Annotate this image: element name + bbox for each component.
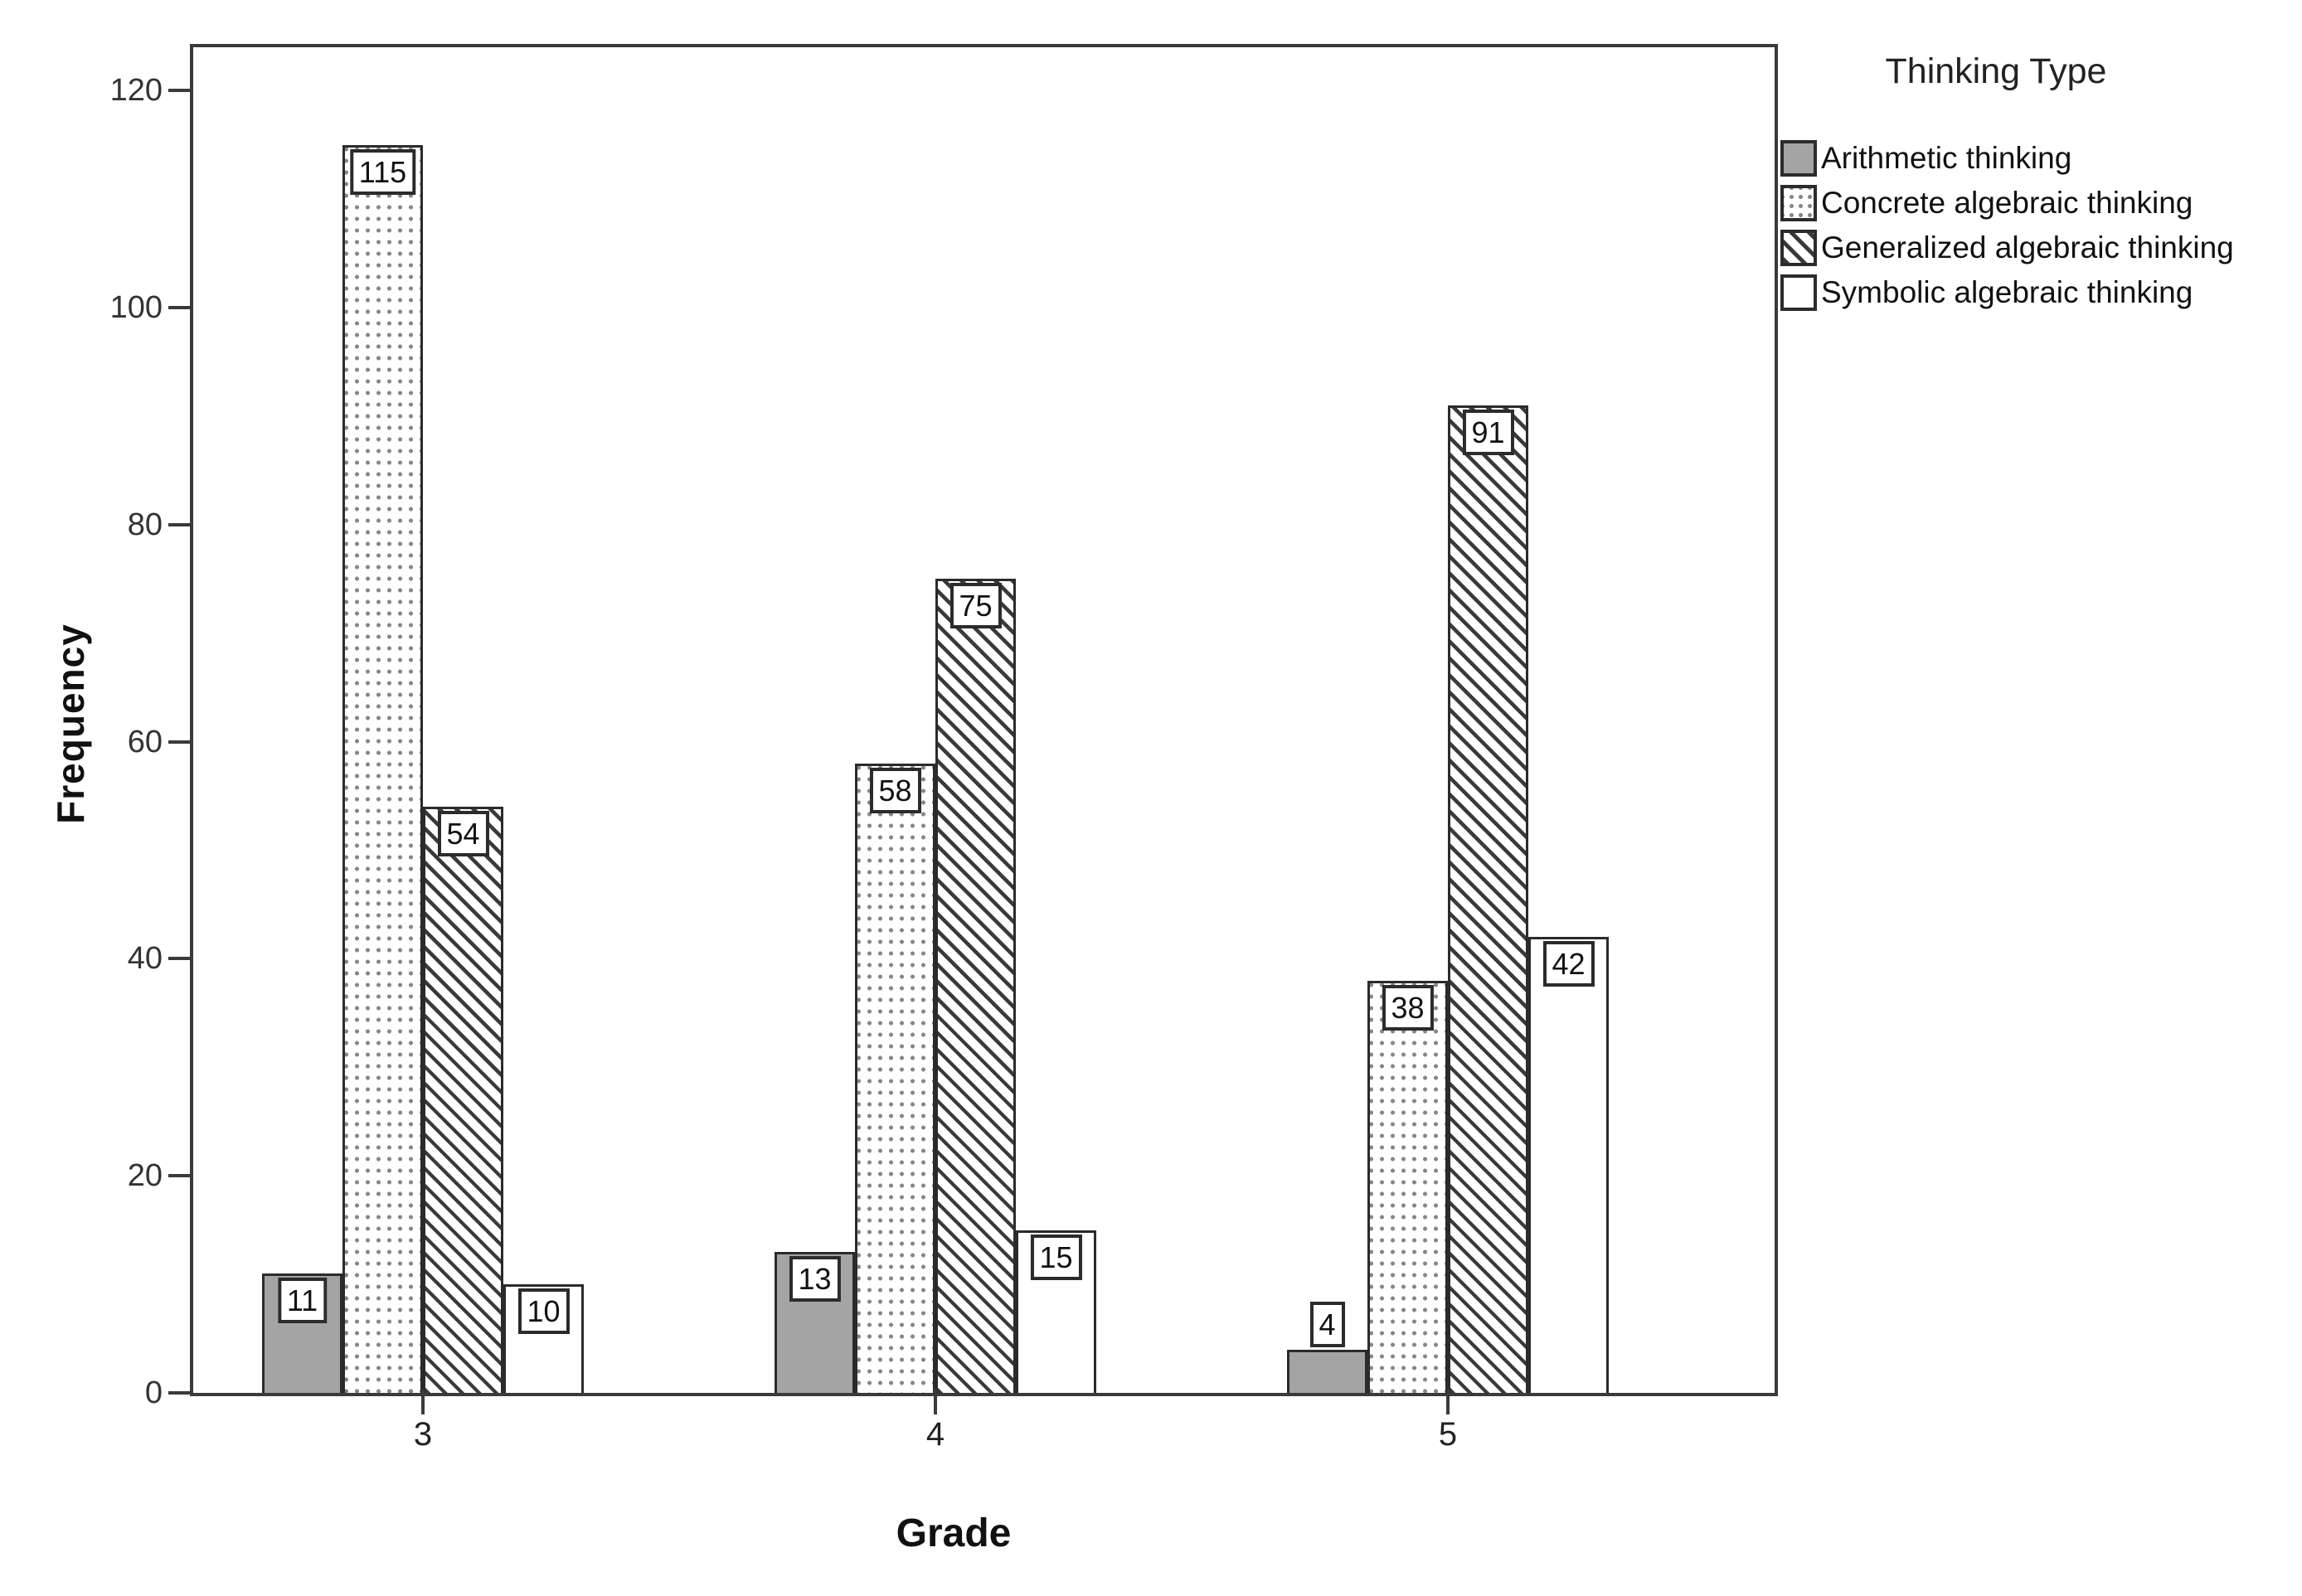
legend-swatch-plain-white xyxy=(1780,274,1817,311)
bar-value-label-concrete-algebraic-thinking-grade-5: 38 xyxy=(1382,985,1434,1031)
legend-item-label: Arithmetic thinking xyxy=(1821,141,2072,175)
legend-item-generalized-algebraic-thinking: Generalized algebraic thinking xyxy=(1780,230,2234,266)
y-tick-mark-120 xyxy=(168,89,193,93)
legend: Thinking Type Arithmetic thinking Concret… xyxy=(1780,51,2234,319)
bar-concrete-algebraic-thinking-grade-4 xyxy=(855,764,935,1393)
legend-item-label: Symbolic algebraic thinking xyxy=(1821,275,2193,309)
x-tick-mark-3 xyxy=(421,1390,425,1414)
bar-value-label-generalized-algebraic-thinking-grade-4: 75 xyxy=(949,583,1002,628)
legend-item-label: Generalized algebraic thinking xyxy=(1821,230,2234,264)
y-tick-mark-80 xyxy=(168,522,193,526)
bar-value-label-arithmetic-thinking-grade-5: 4 xyxy=(1309,1302,1345,1347)
bar-value-label-symbolic-algebraic-thinking-grade-4: 15 xyxy=(1030,1235,1082,1280)
y-tick-label-40: 40 xyxy=(127,941,163,977)
x-tick-label-3: 3 xyxy=(413,1416,433,1453)
y-tick-mark-20 xyxy=(168,1174,193,1178)
bar-concrete-algebraic-thinking-grade-5 xyxy=(1367,981,1448,1393)
y-tick-mark-0 xyxy=(168,1391,193,1395)
x-tick-mark-4 xyxy=(934,1390,937,1414)
bar-generalized-algebraic-thinking-grade-4 xyxy=(935,579,1016,1393)
y-tick-label-100: 100 xyxy=(109,290,163,326)
y-tick-label-60: 60 xyxy=(127,724,163,759)
bar-value-label-symbolic-algebraic-thinking-grade-3: 10 xyxy=(517,1288,570,1334)
x-tick-label-4: 4 xyxy=(925,1416,945,1453)
bar-value-label-arithmetic-thinking-grade-3: 11 xyxy=(277,1278,328,1323)
plot-area: 11 13 4 115 58 38 54 75 91 10 15 42 xyxy=(190,44,1778,1396)
y-tick-label-80: 80 xyxy=(127,507,163,542)
bar-value-label-generalized-algebraic-thinking-grade-5: 91 xyxy=(1462,410,1514,455)
y-tick-mark-60 xyxy=(168,740,193,744)
y-tick-label-0: 0 xyxy=(144,1375,163,1410)
legend-item-arithmetic-thinking: Arithmetic thinking xyxy=(1780,140,2234,177)
bar-concrete-algebraic-thinking-grade-3 xyxy=(342,145,423,1393)
bar-value-label-symbolic-algebraic-thinking-grade-5: 42 xyxy=(1542,941,1595,987)
bar-value-label-concrete-algebraic-thinking-grade-3: 115 xyxy=(349,149,416,195)
legend-title: Thinking Type xyxy=(1885,51,2107,91)
x-axis-title: Grade xyxy=(896,1511,1012,1555)
legend-items: Arithmetic thinking Concrete algebraic th… xyxy=(1780,140,2234,311)
bar-symbolic-algebraic-thinking-grade-5 xyxy=(1528,937,1609,1393)
y-tick-mark-40 xyxy=(168,957,193,961)
legend-item-symbolic-algebraic-thinking: Symbolic algebraic thinking xyxy=(1780,274,2234,311)
legend-item-label: Concrete algebraic thinking xyxy=(1821,186,2193,220)
bar-generalized-algebraic-thinking-grade-3 xyxy=(423,807,503,1393)
bar-generalized-algebraic-thinking-grade-5 xyxy=(1448,405,1528,1393)
legend-swatch-solid-gray xyxy=(1780,140,1817,177)
legend-swatch-diagonal-hatch xyxy=(1780,230,1817,266)
legend-item-concrete-algebraic-thinking: Concrete algebraic thinking xyxy=(1780,185,2234,221)
bar-value-label-generalized-algebraic-thinking-grade-3: 54 xyxy=(437,811,489,856)
y-tick-mark-100 xyxy=(168,306,193,310)
x-tick-label-5: 5 xyxy=(1438,1416,1458,1453)
legend-swatch-dots xyxy=(1780,185,1817,221)
bar-value-label-concrete-algebraic-thinking-grade-4: 58 xyxy=(869,768,921,813)
bar-arithmetic-thinking-grade-5 xyxy=(1287,1350,1367,1393)
x-tick-mark-5 xyxy=(1446,1390,1450,1414)
plot-inner: 11 13 4 115 58 38 54 75 91 10 15 42 xyxy=(193,47,1775,1393)
bar-value-label-arithmetic-thinking-grade-4: 13 xyxy=(789,1256,841,1302)
y-tick-label-120: 120 xyxy=(109,73,163,109)
y-tick-label-20: 20 xyxy=(127,1158,163,1194)
